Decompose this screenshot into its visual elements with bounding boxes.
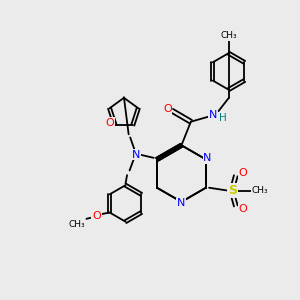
Text: CH₃: CH₃	[220, 31, 237, 40]
Text: O: O	[92, 211, 101, 221]
Text: N: N	[203, 153, 212, 163]
Text: N: N	[209, 110, 217, 120]
Text: CH₃: CH₃	[68, 220, 85, 229]
Text: O: O	[238, 168, 247, 178]
Text: H: H	[219, 113, 227, 123]
Text: O: O	[105, 118, 114, 128]
Text: N: N	[132, 150, 141, 160]
Text: O: O	[163, 104, 172, 114]
Text: N: N	[177, 198, 186, 208]
Text: CH₃: CH₃	[252, 186, 268, 195]
Text: O: O	[238, 204, 247, 214]
Text: S: S	[228, 184, 237, 197]
